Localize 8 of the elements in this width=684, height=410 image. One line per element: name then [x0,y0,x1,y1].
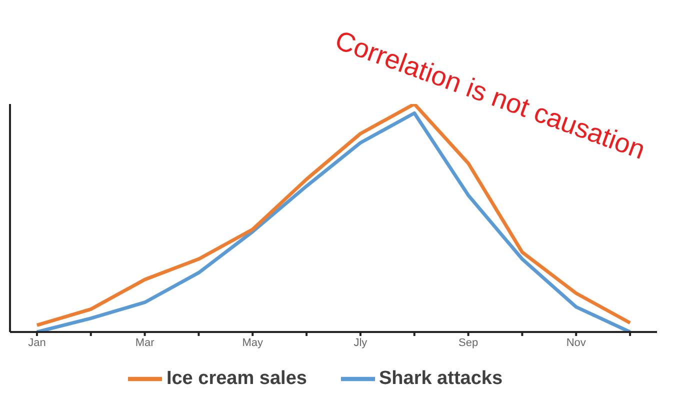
legend-label: Shark attacks [378,368,503,390]
x-tick-label: May [242,336,264,349]
x-tick-label: Nov [566,336,586,349]
x-tick-label: Jan [28,336,46,349]
legend-label: Ice cream sales [166,368,307,390]
x-tick-label: Jly [354,336,368,349]
x-tick-label: Sep [458,336,478,349]
x-tick-label: Mar [135,336,155,349]
